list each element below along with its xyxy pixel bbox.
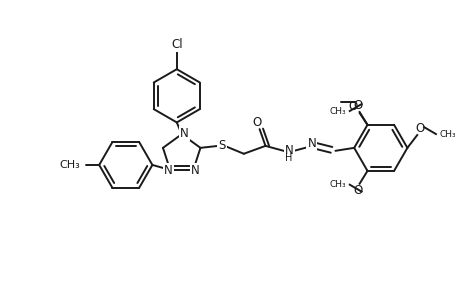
Text: Cl: Cl [171,38,182,51]
Text: O: O [352,99,362,112]
Text: S: S [218,140,225,152]
Text: N: N [284,144,293,157]
Text: O: O [352,184,362,197]
Text: O: O [347,100,357,112]
Text: CH₃: CH₃ [329,180,345,189]
Text: CH₃: CH₃ [439,130,455,139]
Text: O: O [414,122,424,135]
Text: H: H [285,153,292,163]
Text: N: N [307,137,315,150]
Text: CH₃: CH₃ [329,106,345,116]
Text: CH₃: CH₃ [60,160,80,170]
Text: O: O [252,116,261,129]
Text: N: N [163,164,172,177]
Text: N: N [180,127,189,140]
Text: N: N [190,164,199,177]
